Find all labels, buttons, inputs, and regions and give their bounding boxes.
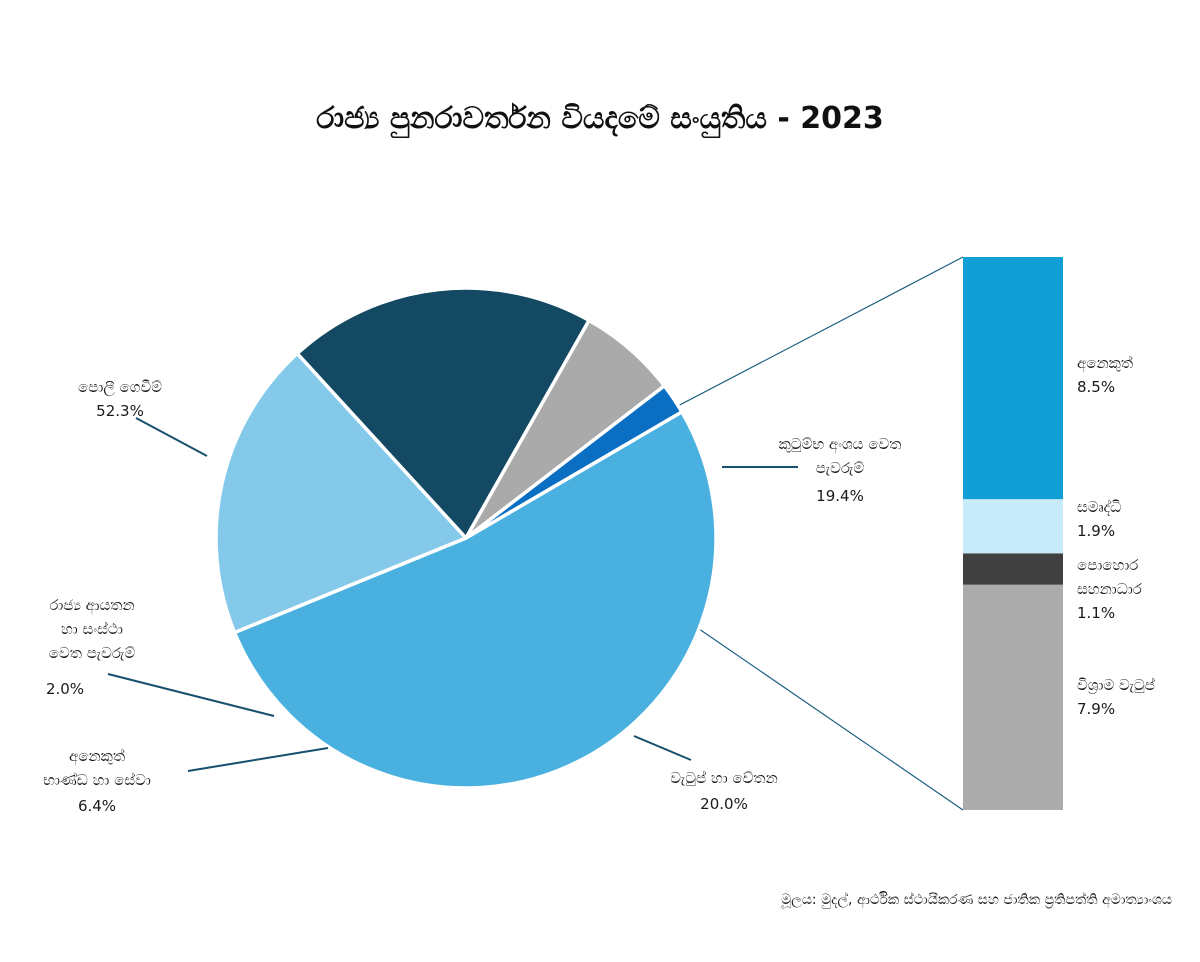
breakdown-label-1: සමෘද්ධි 1.9% bbox=[1077, 498, 1121, 540]
leader-line-4 bbox=[107, 673, 275, 717]
pie-slice-0 bbox=[232, 410, 718, 790]
breakdown-label-2: පොහොර සහනාධාර 1.1% bbox=[1077, 556, 1142, 622]
pie-slice-2 bbox=[295, 286, 591, 540]
slice-labels: පොලී ගෙවීම් 52.3% කුටුම්භ අංශය වෙත පැවරුම් 1… bbox=[43, 378, 901, 815]
slice-label-4: රාජ්‍ය ආයතන හා සංස්ථා වෙත පැවරුම් 2.0% bbox=[46, 596, 135, 698]
chart-title: රාජ්‍ය පුනරාවර්තන වියදමේ සංයුතිය - 2023 bbox=[316, 101, 884, 139]
breakdown-segment-3 bbox=[963, 584, 1063, 810]
slice-label-2: වැටුප් හා වේතන 20.0% bbox=[670, 769, 778, 813]
slice-label-3: අනෙකුත් භාණ්ඩ හා සේවා 6.4% bbox=[43, 747, 151, 815]
breakdown-labels: අනෙකුත් 8.5% සමෘද්ධි 1.9% පොහොර සහනාධාර 1.1% වි… bbox=[1077, 354, 1155, 718]
breakdown-segment-2 bbox=[963, 553, 1063, 585]
source-note: මූලය: මුදල්, ආර්ථික ස්ථායීකරණ සහ ජාතික ප… bbox=[781, 892, 1172, 909]
slice-label-1: කුටුම්භ අංශය වෙත පැවරුම් 19.4% bbox=[779, 435, 902, 505]
breakdown-segment-1 bbox=[963, 499, 1063, 554]
leader-line-3 bbox=[187, 747, 329, 772]
leader-line-0 bbox=[135, 417, 208, 457]
pie-slice-1 bbox=[214, 351, 468, 635]
pie bbox=[214, 286, 718, 790]
slice-label-0: පොලී ගෙවීම් 52.3% bbox=[78, 378, 162, 420]
breakdown-segment-0 bbox=[963, 257, 1063, 500]
pie-slice-4 bbox=[464, 384, 684, 540]
breakdown-bar bbox=[963, 257, 1063, 810]
breakdown-label-0: අනෙකුත් 8.5% bbox=[1077, 354, 1133, 396]
leader-lines bbox=[107, 417, 798, 772]
leader-line-2 bbox=[633, 735, 692, 761]
breakdown-label-3: විශ්‍රාම වැටුප් 7.9% bbox=[1077, 676, 1155, 718]
